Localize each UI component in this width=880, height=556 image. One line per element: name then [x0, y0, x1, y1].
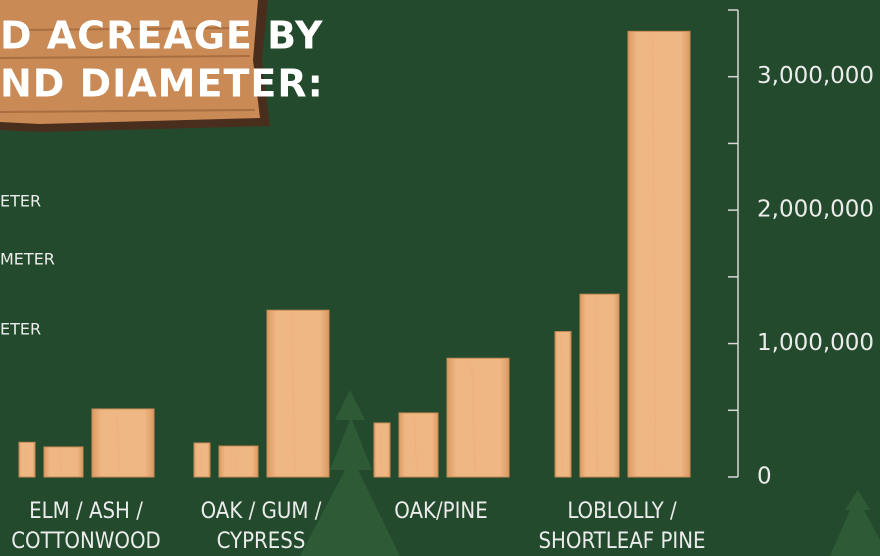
bar-grain	[59, 451, 63, 473]
bar	[627, 30, 691, 478]
bar-grain	[595, 299, 599, 473]
bar-grain	[652, 36, 657, 473]
bar-grain	[379, 427, 382, 473]
tree-decoration	[300, 390, 400, 556]
bar	[398, 412, 439, 478]
x-tick-label: CYPRESS	[217, 529, 306, 554]
chart-title: D ACREAGE BY	[0, 14, 323, 58]
y-tick-label: 0	[757, 464, 772, 490]
bar-grain	[560, 336, 563, 473]
bar	[446, 357, 510, 478]
legend-label: ETER	[0, 320, 41, 339]
x-tick-label: COTTONWOOD	[11, 529, 161, 554]
bar	[18, 441, 36, 478]
bar	[579, 293, 620, 478]
x-tick-label: ELM / ASH /	[29, 499, 143, 524]
bar	[218, 445, 259, 478]
x-tick-label: SHORTLEAF PINE	[538, 529, 705, 554]
bar-grain	[291, 315, 296, 473]
bar-grain	[414, 417, 418, 473]
chart-title: ND DIAMETER:	[0, 62, 324, 106]
bar	[266, 309, 330, 478]
tree-decoration	[830, 490, 880, 556]
y-tick-label: 2,000,000	[757, 197, 874, 223]
x-tick-label: OAK/PINE	[394, 499, 487, 524]
bar-grain	[199, 447, 202, 473]
bar-grain	[24, 447, 27, 473]
y-tick-label: 1,000,000	[757, 330, 874, 356]
y-tick-label: 3,000,000	[757, 63, 874, 89]
bar	[43, 446, 84, 478]
sign-grain	[0, 27, 256, 113]
bar-grain	[234, 450, 238, 473]
bar	[91, 408, 155, 478]
x-tick-label: LOBLOLLY /	[567, 499, 677, 524]
sign	[0, 0, 260, 124]
bar-grain	[116, 413, 121, 473]
x-tick-label: OAK / GUM /	[201, 499, 322, 524]
bar-grain	[471, 363, 476, 473]
legend-label: METER	[0, 250, 55, 269]
bar	[373, 422, 391, 478]
bar	[554, 331, 572, 478]
bar	[193, 442, 211, 478]
legend-label: ETER	[0, 192, 41, 211]
